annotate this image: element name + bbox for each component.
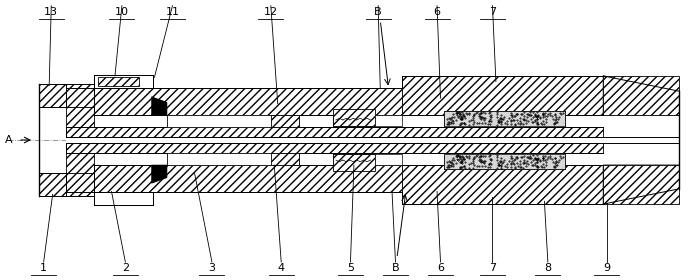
Polygon shape <box>152 97 167 115</box>
Bar <box>98 77 139 86</box>
Bar <box>375 154 403 165</box>
Bar <box>271 115 298 127</box>
Bar <box>39 173 94 196</box>
Bar <box>444 154 565 169</box>
Text: 2: 2 <box>122 263 129 273</box>
Text: 13: 13 <box>44 7 58 17</box>
Text: 3: 3 <box>208 263 215 273</box>
Text: 9: 9 <box>603 263 610 273</box>
Bar <box>375 115 403 126</box>
Text: 1: 1 <box>40 263 47 273</box>
Text: 12: 12 <box>264 7 278 17</box>
Bar <box>67 153 94 173</box>
Bar <box>333 154 375 171</box>
Text: 7: 7 <box>489 263 496 273</box>
Text: B: B <box>391 263 399 273</box>
Text: A: A <box>5 135 12 145</box>
Bar <box>67 107 94 127</box>
Bar <box>403 76 603 115</box>
Text: B: B <box>374 7 382 17</box>
Bar <box>67 127 603 137</box>
Bar <box>444 111 565 126</box>
Bar <box>94 192 153 206</box>
Bar <box>167 153 298 165</box>
Text: 6: 6 <box>434 7 441 17</box>
Text: 7: 7 <box>489 7 496 17</box>
Bar <box>271 153 298 165</box>
Bar <box>39 84 94 107</box>
Bar <box>333 109 375 126</box>
Text: 8: 8 <box>544 263 552 273</box>
Bar <box>94 88 403 115</box>
Bar <box>603 165 679 204</box>
Polygon shape <box>152 165 167 183</box>
Bar <box>67 143 603 153</box>
Polygon shape <box>603 76 679 115</box>
Bar <box>67 137 679 143</box>
Text: 11: 11 <box>165 7 180 17</box>
Text: 5: 5 <box>347 263 354 273</box>
Bar <box>167 115 298 127</box>
Bar <box>603 76 679 115</box>
Polygon shape <box>603 165 679 204</box>
Bar <box>94 165 403 192</box>
Bar <box>403 165 603 204</box>
Text: 4: 4 <box>278 263 285 273</box>
Text: 6: 6 <box>437 263 444 273</box>
Bar <box>94 74 153 88</box>
Text: 10: 10 <box>115 7 129 17</box>
